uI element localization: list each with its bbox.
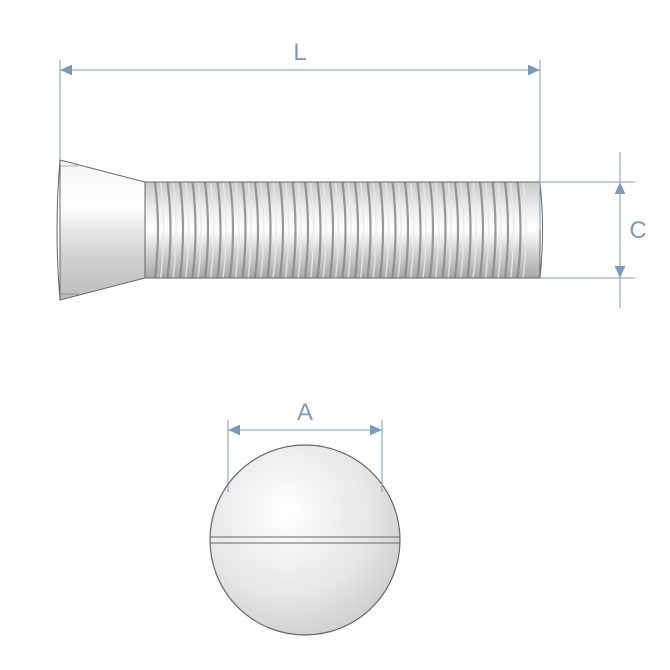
label-length: L — [293, 39, 306, 66]
label-head-diameter: A — [297, 399, 313, 426]
label-diameter: C — [629, 217, 646, 244]
screw-technical-diagram: L C A — [0, 0, 670, 670]
screw-head-front-view — [210, 445, 400, 635]
head-circle — [210, 445, 400, 635]
screw-side-view — [57, 160, 543, 300]
dimension-diameter: C — [540, 152, 647, 308]
